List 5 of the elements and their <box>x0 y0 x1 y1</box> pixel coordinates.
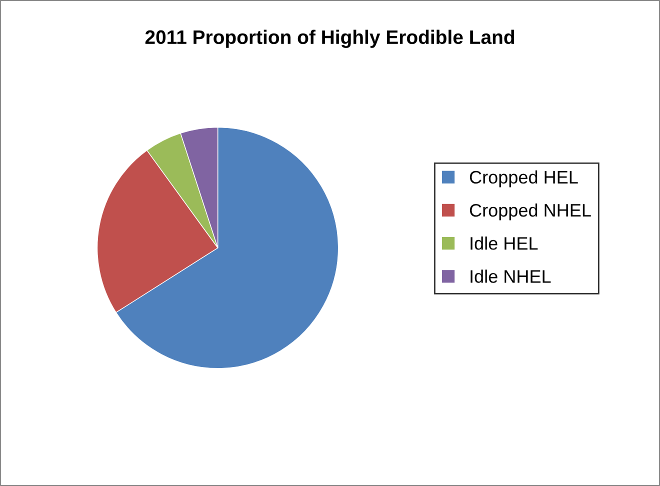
legend-label: Cropped NHEL <box>470 203 591 220</box>
legend-label: Idle NHEL <box>470 270 551 283</box>
legend-label: Cropped HEL <box>470 170 578 188</box>
legend-label: Idle HEL <box>470 236 538 250</box>
chart-title: 2011 Proportion of Highly Erodible Land <box>145 30 514 48</box>
